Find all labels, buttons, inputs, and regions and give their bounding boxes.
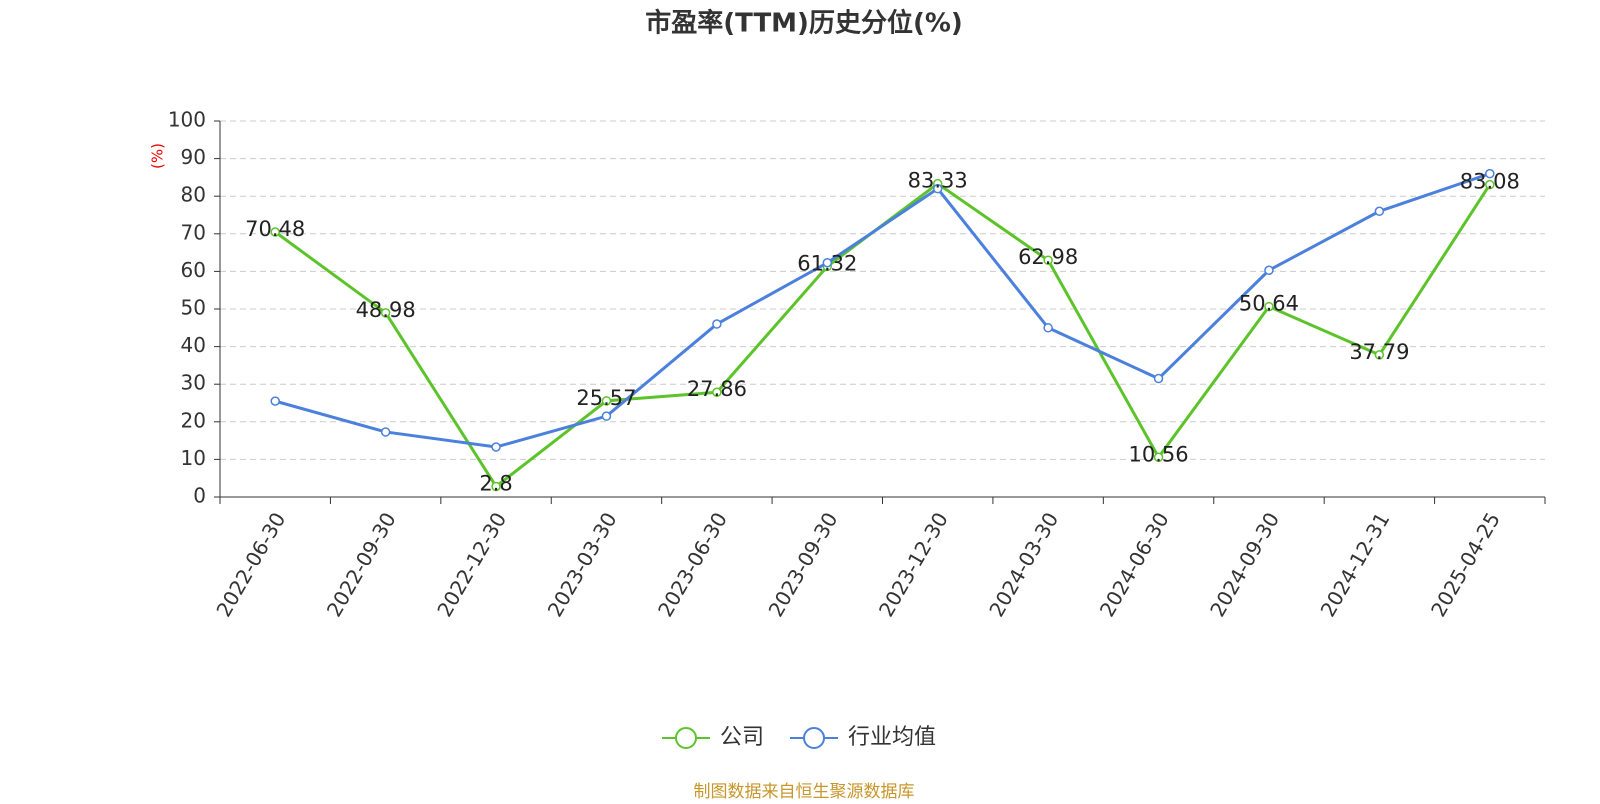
data-point (712, 319, 722, 329)
y-tick-label: 100 (168, 108, 206, 132)
data-point (822, 258, 833, 268)
x-tick-label: 2022-12-30 (432, 508, 511, 621)
data-point (712, 387, 722, 397)
data-point (380, 308, 391, 318)
data-label: 2.8 (479, 471, 512, 495)
chart-title: 市盈率(TTM)历史分位(%) (645, 8, 963, 39)
y-tick-label: 60 (181, 258, 206, 282)
legend-marker (675, 727, 697, 749)
series-line (274, 172, 1491, 449)
y-tick-label: 80 (181, 183, 206, 207)
y-tick-label: 40 (181, 333, 206, 357)
x-tick-label: 2024-09-30 (1205, 508, 1284, 621)
y-axis-label: (%) (149, 143, 167, 169)
x-tick-label: 2023-09-30 (763, 508, 842, 621)
x-tick-label: 2022-06-30 (211, 508, 290, 621)
legend-label: 行业均值 (848, 725, 936, 750)
data-point (1485, 179, 1495, 190)
data-point (1153, 452, 1164, 463)
data-point (491, 442, 501, 452)
x-tick-label: 2025-04-25 (1426, 508, 1505, 621)
footer: 制图数据来自恒生聚源数据库 (694, 782, 915, 800)
data-label: 48.98 (356, 298, 416, 322)
data-label: 70.48 (245, 217, 305, 241)
x-tick-label: 2024-03-30 (984, 508, 1063, 621)
data-label: 62.98 (1018, 245, 1078, 269)
data-label: 27.86 (687, 377, 747, 401)
legend-marker (803, 727, 826, 749)
data-point (1043, 323, 1053, 333)
x-tick-label: 2023-03-30 (543, 508, 622, 621)
data-label: 83.08 (1460, 170, 1520, 194)
data-point (601, 411, 612, 421)
data-point (1264, 301, 1274, 312)
data-label: 50.64 (1239, 292, 1299, 316)
y-tick-label: 10 (181, 446, 206, 470)
data-point (601, 396, 612, 406)
y-tick-label: 30 (181, 371, 206, 395)
y-tick-label: 70 (181, 220, 206, 244)
x-tick-label: 2024-06-30 (1095, 508, 1174, 621)
data-point (932, 183, 943, 194)
data-point (1374, 206, 1385, 216)
data-label: 25.57 (576, 386, 636, 410)
data-point (1043, 255, 1053, 265)
data-label: 10.56 (1128, 442, 1188, 466)
x-tick-label: 2024-12-31 (1316, 508, 1395, 621)
data-point (1485, 168, 1495, 179)
y-tick-label: 20 (181, 408, 206, 432)
data-point (270, 227, 280, 237)
x-tick-label: 2023-06-30 (653, 508, 732, 621)
data-label: 83.33 (908, 169, 968, 193)
data-label: 61.32 (797, 251, 857, 275)
y-tick-label: 0 (193, 484, 206, 508)
data-point (1264, 265, 1274, 276)
data-point (1374, 350, 1385, 360)
data-point (1153, 373, 1164, 384)
y-tick-label: 50 (181, 296, 206, 320)
data-label: 37.79 (1349, 340, 1409, 364)
x-tick-label: 2023-12-30 (874, 508, 953, 621)
data-point (380, 427, 391, 437)
x-tick-label: 2022-09-30 (322, 508, 401, 621)
y-tick-label: 90 (181, 145, 206, 169)
legend-label: 公司 (720, 725, 764, 750)
data-point (491, 481, 501, 492)
data-point (270, 396, 280, 406)
